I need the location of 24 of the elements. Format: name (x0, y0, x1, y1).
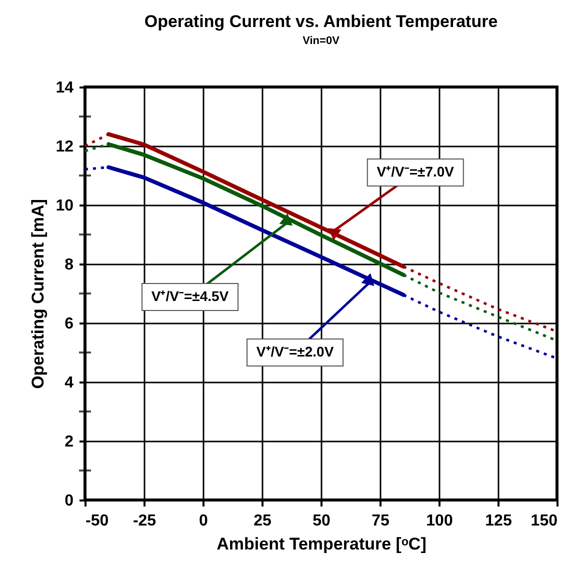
y-tick-label: 10 (56, 198, 74, 214)
y-tick-label: 6 (64, 316, 74, 332)
y-tick-label: 2 (64, 434, 74, 450)
x-axis-title: Ambient Temperature [ᵒC] (216, 534, 426, 554)
annotation: V⁺/V⁻=±7.0V (376, 164, 455, 180)
chart-subtitle: Vin=0V (302, 35, 340, 47)
y-axis-title: Operating Current [mA] (28, 199, 48, 389)
y-tick-label: 12 (56, 138, 74, 156)
x-tick-label: 75 (372, 512, 390, 530)
y-tick-label: 0 (64, 492, 74, 510)
chart-title: Operating Current vs. Ambient Temperature (144, 12, 498, 31)
x-tick-label: -25 (132, 512, 156, 530)
x-tick-label: 25 (254, 512, 272, 530)
annotation: V⁺/V⁻=±2.0V (256, 344, 334, 360)
y-tick-label: 8 (64, 256, 74, 274)
x-tick-label: 125 (485, 512, 512, 530)
y-tick-label: 4 (64, 374, 74, 392)
annotation: V⁺/V⁻=±4.5V (151, 288, 230, 304)
x-tick-label: 50 (312, 512, 330, 530)
x-tick-label: -50 (86, 512, 109, 530)
x-tick-label: 0 (199, 512, 208, 530)
x-tick-label: 150 (530, 512, 558, 530)
x-tick-label: 100 (426, 512, 453, 530)
y-tick-label: 14 (56, 80, 74, 96)
